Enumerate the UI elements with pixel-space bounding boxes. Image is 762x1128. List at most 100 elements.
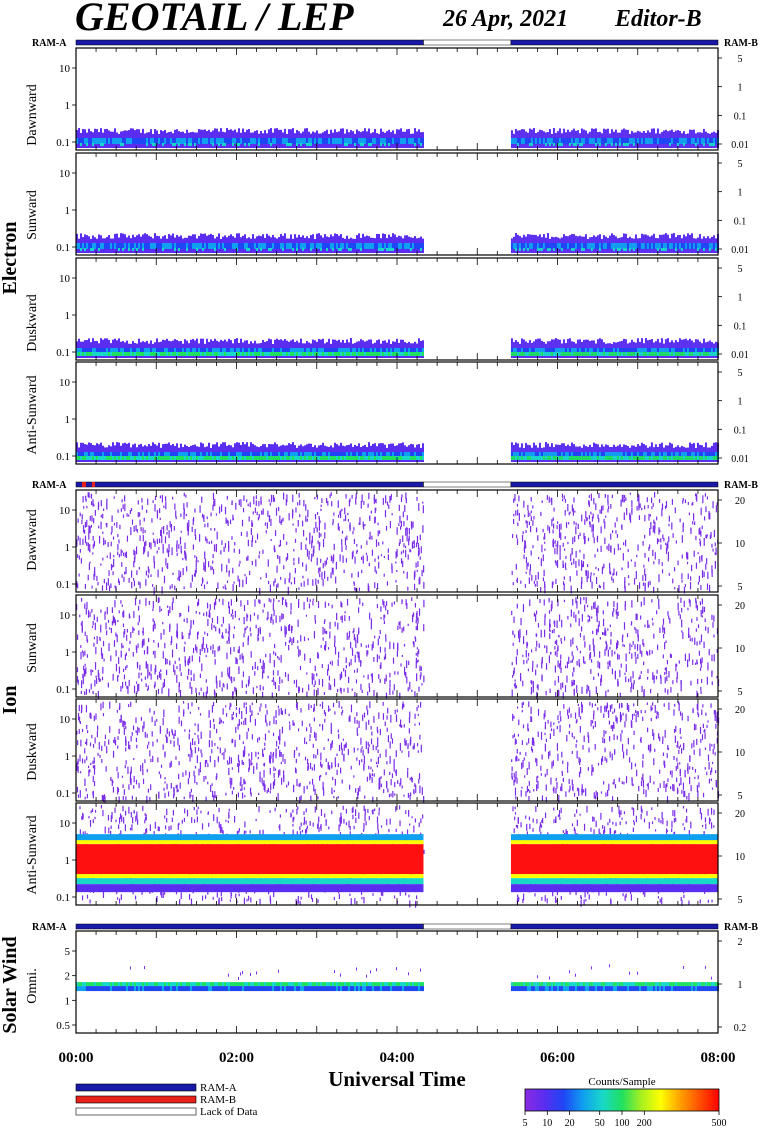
spectrogram-cell <box>402 138 404 144</box>
spectrogram-cell <box>232 567 234 574</box>
spectrogram-cell <box>568 143 571 146</box>
spectrogram-cell <box>644 138 647 144</box>
spectrogram-cell <box>120 348 122 354</box>
spectrogram-cell <box>341 508 343 512</box>
spectrogram-cell <box>114 585 116 589</box>
spectrogram-cell <box>592 513 594 519</box>
spectrogram-cell <box>190 352 192 356</box>
spectrogram-cell <box>608 352 611 356</box>
spectrogram-cell <box>401 494 403 498</box>
spectrogram-cell <box>258 352 260 356</box>
spectrogram-cell <box>309 658 311 663</box>
spectrogram-cell <box>586 576 588 583</box>
spectrogram-cell <box>344 243 346 249</box>
spectrogram-cell <box>654 452 657 458</box>
spectrogram-cell <box>156 452 158 458</box>
spectrogram-cell <box>405 497 407 504</box>
spectrogram-cell <box>654 243 657 249</box>
spectrogram-cell <box>100 243 102 249</box>
spectrogram-cell <box>163 505 165 508</box>
spectrogram-cell <box>586 138 589 144</box>
spectrogram-cell <box>246 248 248 251</box>
spectrogram-cell <box>218 352 220 356</box>
spectrogram-cell <box>246 138 248 144</box>
spectrogram-cell <box>614 456 617 460</box>
spectrogram-cell <box>150 138 152 144</box>
spectrogram-cell <box>368 492 370 500</box>
spectrogram-cell <box>84 529 86 534</box>
spectrogram-cell <box>330 492 332 496</box>
spectrogram-cell <box>618 248 621 251</box>
spectrogram-cell <box>117 578 120 583</box>
spectrogram-cell <box>212 504 214 511</box>
spectrogram-cell <box>77 535 79 541</box>
spectrogram-cell <box>696 456 699 460</box>
spectrogram-cell <box>186 502 188 508</box>
spectrogram-cell <box>513 513 515 517</box>
spectrogram-cell <box>148 243 150 249</box>
spectrogram-cell <box>82 456 84 460</box>
spectrogram-cell <box>186 566 188 572</box>
spectrogram-cell <box>656 248 659 251</box>
spectrogram-cell <box>180 513 182 517</box>
spectrogram-cell <box>260 352 262 356</box>
spectrogram-cell <box>602 566 604 570</box>
spectrogram-cell <box>592 352 595 356</box>
spectrogram-cell <box>623 494 625 503</box>
spectrogram-cell <box>89 515 91 521</box>
spectrogram-cell <box>180 545 182 553</box>
spectrogram-cell <box>260 577 262 580</box>
spectrogram-cell <box>268 248 270 251</box>
spectrogram-cell <box>704 138 707 144</box>
spectrogram-cell <box>634 352 637 356</box>
spectrogram-cell <box>314 348 316 354</box>
spectrogram-cell <box>306 348 308 354</box>
spectrogram-cell <box>120 352 122 356</box>
spectrogram-cell <box>300 143 302 146</box>
spectrogram-cell <box>294 538 297 543</box>
spectrogram-cell <box>80 558 82 564</box>
spectrogram-cell <box>83 506 85 509</box>
spectrogram-cell <box>390 243 392 249</box>
spectrogram-cell <box>548 526 551 534</box>
spectrogram-cell <box>684 584 686 587</box>
spectrogram-cell <box>132 456 134 460</box>
spectrogram-cell <box>132 348 134 354</box>
spectrogram-cell <box>610 456 613 460</box>
spectrogram-cell <box>378 243 380 249</box>
spectrogram-cell <box>190 138 192 144</box>
spectrogram-cell <box>288 452 290 458</box>
spectrogram-cell <box>646 138 649 144</box>
spectrogram-cell <box>96 456 98 460</box>
spectrogram-cell <box>523 500 525 508</box>
spectrogram-cell <box>574 352 577 356</box>
spectrogram-cell <box>186 617 188 624</box>
spectrogram-cell <box>413 583 416 591</box>
spectrogram-cell <box>284 452 286 458</box>
spectrogram-cell <box>262 452 264 458</box>
spectrogram-cell <box>324 243 326 249</box>
spectrogram-cell <box>116 348 118 354</box>
spectrogram-cell <box>714 452 717 458</box>
spectrogram-cell <box>389 679 391 688</box>
spectrogram-cell <box>350 348 352 354</box>
spectrogram-cell <box>139 582 141 589</box>
spectrogram-cell <box>336 243 338 249</box>
spectrogram-cell <box>408 243 410 249</box>
spectrogram-cell <box>601 567 604 575</box>
spectrogram-cell <box>290 602 292 611</box>
spectrogram-cell <box>622 243 625 249</box>
spectrogram-cell <box>516 456 519 460</box>
spectrogram-cell <box>638 495 640 503</box>
spectrogram-cell <box>394 348 396 354</box>
spectrogram-cell <box>302 562 304 567</box>
spectrogram-cell <box>322 538 325 542</box>
spectrogram-cell <box>154 243 156 249</box>
spectrogram-cell <box>364 348 366 354</box>
spectrogram-cell <box>573 521 575 525</box>
spectrogram-cell <box>238 348 240 354</box>
spectrogram-cell <box>310 138 312 144</box>
spectrogram-cell <box>640 352 643 356</box>
y-tick-label: 1 <box>65 414 71 426</box>
